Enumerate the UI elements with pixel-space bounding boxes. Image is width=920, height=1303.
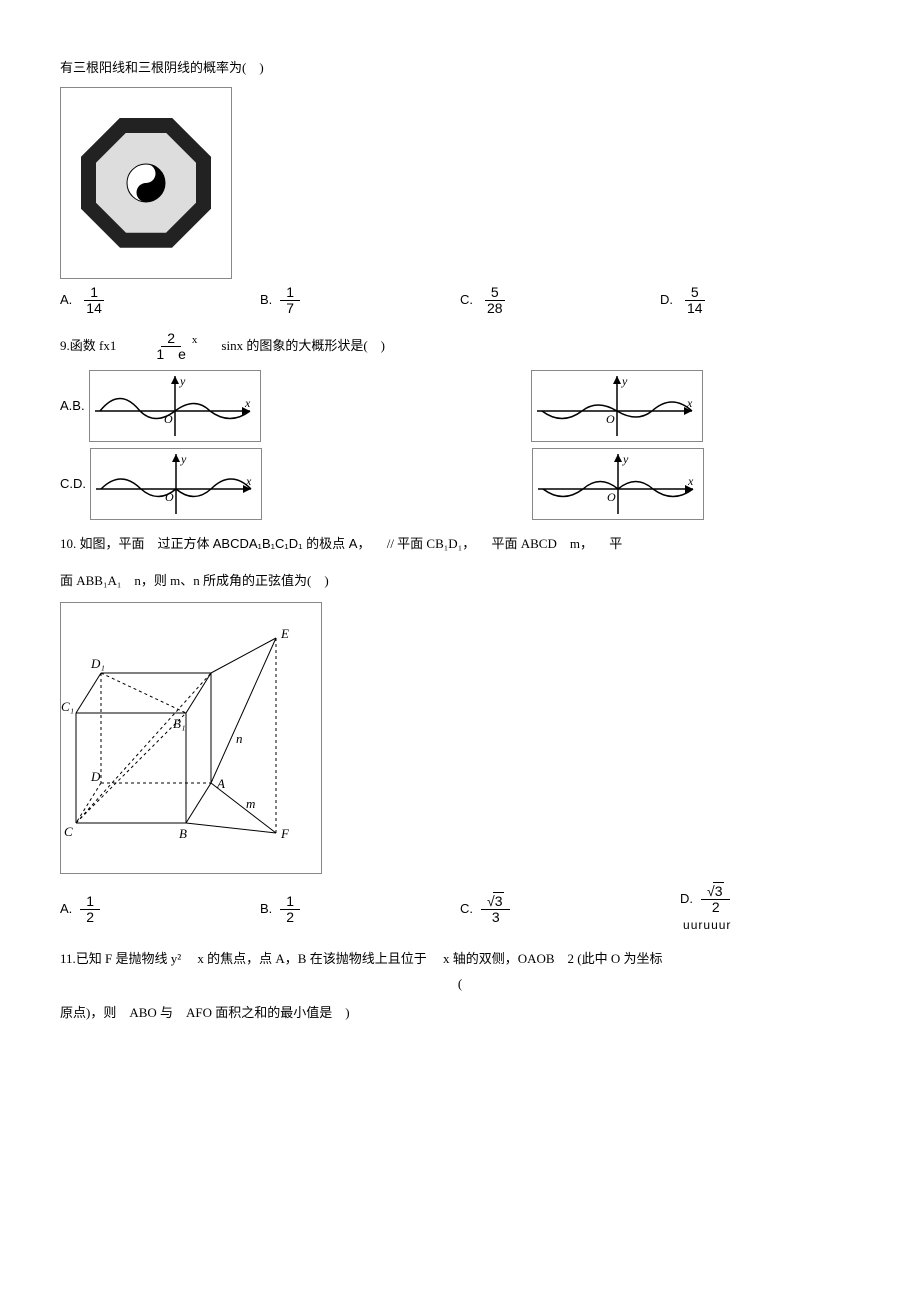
q9-frac: 2 1 e: [150, 331, 192, 363]
q8-opt-b-letter: B.: [260, 290, 272, 311]
svg-text:y: y: [180, 452, 187, 466]
svg-text:C: C: [64, 824, 73, 839]
svg-text:m: m: [246, 796, 255, 811]
q9-sub: x: [192, 332, 198, 350]
svg-text:B: B: [179, 826, 187, 841]
q10-opt-a-letter: A.: [60, 899, 72, 920]
q10-options: A. 1 2 B. 1 2 C. 3 3 D. 3 2 uuruuur: [60, 884, 860, 935]
svg-text:x: x: [686, 396, 693, 410]
q11-paren: (: [60, 974, 860, 995]
q8-intro: 有三根阳线和三根阴线的概率为( ): [60, 58, 860, 79]
yinyang-icon: [126, 163, 166, 203]
q9-graph-c: y x O: [90, 448, 262, 520]
svg-text:x: x: [245, 474, 252, 488]
svg-text:E: E: [280, 626, 289, 641]
svg-text:O: O: [607, 490, 616, 504]
svg-text:D: D: [90, 769, 101, 784]
bagua-figure: [60, 87, 232, 279]
svg-text:y: y: [179, 374, 186, 388]
svg-text:C₁: C₁: [61, 699, 74, 714]
q8-opt-c-frac: 5 28: [481, 285, 509, 317]
q9-graph-a: y x O: [89, 370, 261, 442]
q9-graph-d: y x O: [532, 448, 704, 520]
q9-row-ab: A.B. y x O y x O: [60, 370, 860, 442]
q9-prefix: 9.函数 fx1: [60, 336, 116, 357]
q10-uur: uuruuur: [683, 916, 731, 935]
q10-opt-c-frac: 3 3: [481, 894, 510, 926]
q10-opt-a-frac: 1 2: [80, 894, 100, 926]
q9-cd-label: C.D.: [60, 474, 86, 495]
svg-text:O: O: [165, 490, 174, 504]
svg-text:O: O: [164, 412, 173, 426]
q10-opt-d-letter: D.: [680, 889, 693, 910]
q8-opt-a-frac: 1 14: [80, 285, 108, 317]
q10-line1: 10. 如图，平面 过正方体 ABCDA₁B₁C₁D₁ 的极点 A， // 平面…: [60, 534, 860, 555]
q10-opt-b-frac: 1 2: [280, 894, 300, 926]
q11-line2: 原点)，则 ABO 与 AFO 面积之和的最小值是 ): [60, 1003, 860, 1024]
svg-text:A: A: [216, 776, 225, 791]
q8-opt-d-frac: 5 14: [681, 285, 709, 317]
svg-text:y: y: [622, 452, 629, 466]
q9-graph-b: y x O: [531, 370, 703, 442]
svg-text:y: y: [621, 374, 628, 388]
q10-cube-figure: D₁ C₁ B₁ D C B A E F n m: [60, 602, 322, 874]
q10-opt-c-letter: C.: [460, 899, 473, 920]
svg-text:B₁: B₁: [173, 716, 185, 731]
q9-row-cd: C.D. y x O y x O: [60, 448, 860, 520]
q8-opt-c-letter: C.: [460, 290, 473, 311]
svg-text:O: O: [606, 412, 615, 426]
q11-line1: 11.已知 F 是抛物线 y² x 的焦点，点 A，B 在该抛物线上且位于 x …: [60, 949, 860, 970]
q8-opt-d-letter: D.: [660, 290, 673, 311]
q9-ab-label: A.B.: [60, 396, 85, 417]
q10-opt-d-frac: 3 2: [701, 884, 730, 916]
q8-opt-a-letter: A.: [60, 290, 72, 311]
svg-text:n: n: [236, 731, 243, 746]
svg-text:D₁: D₁: [90, 656, 105, 671]
svg-text:x: x: [687, 474, 694, 488]
q8-options: A. 1 14 B. 1 7 C. 5 28 D. 5 14: [60, 285, 860, 317]
q10-line2: 面 ABB₁A₁ n，则 m、n 所成角的正弦值为( ): [60, 571, 860, 592]
q8-opt-b-frac: 1 7: [280, 285, 300, 317]
q9-suffix: sinx 的图象的大概形状是( ): [221, 336, 385, 357]
svg-text:x: x: [244, 396, 251, 410]
q9-stem: 9.函数 fx1 2 1 e x sinx 的图象的大概形状是( ): [60, 331, 860, 363]
q10-opt-b-letter: B.: [260, 899, 272, 920]
svg-text:F: F: [280, 826, 290, 841]
